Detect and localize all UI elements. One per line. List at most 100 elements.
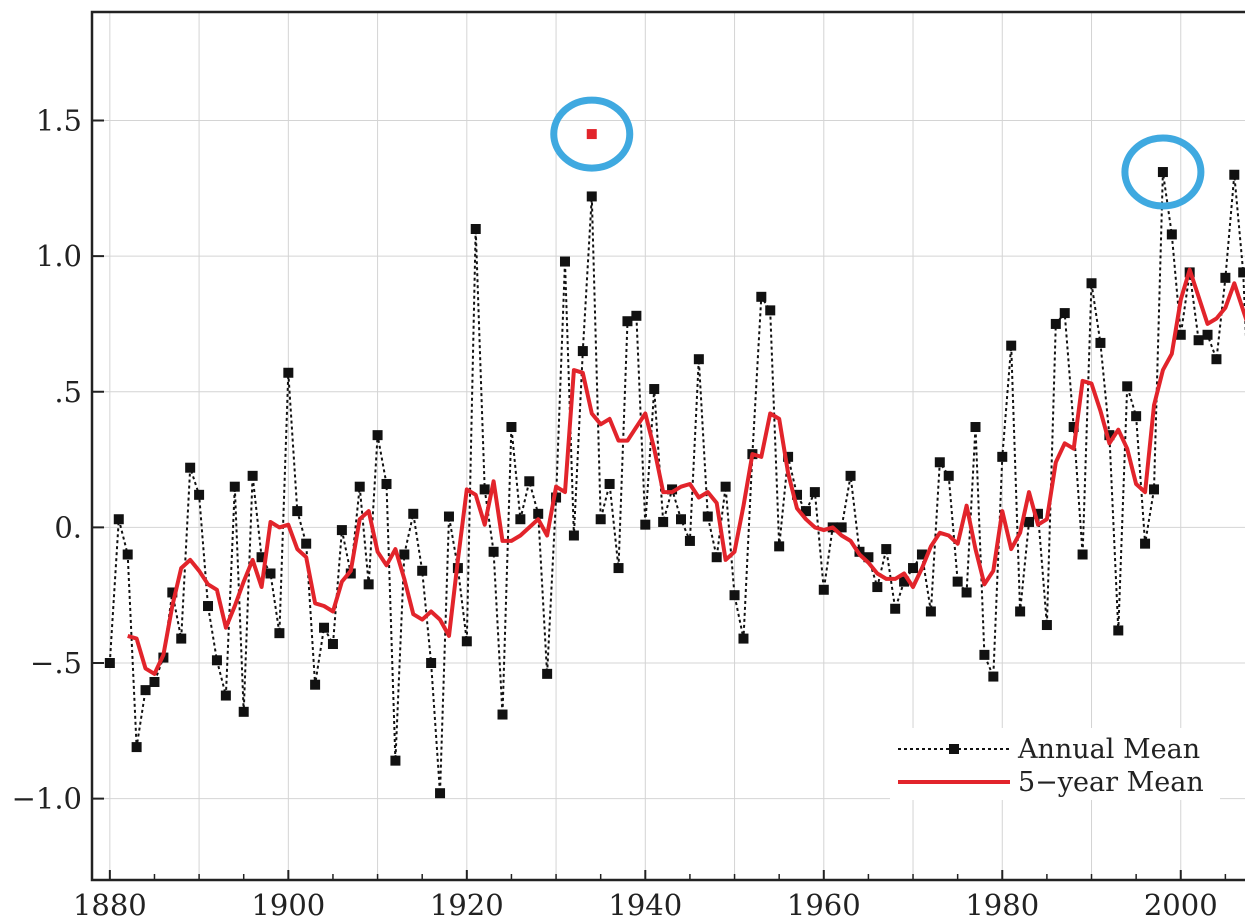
annual-mean-point bbox=[809, 487, 820, 498]
annual-mean-point bbox=[631, 310, 642, 321]
annual-mean-point bbox=[113, 514, 124, 525]
annual-mean-point bbox=[515, 514, 526, 525]
annual-mean-point bbox=[872, 582, 883, 593]
annual-mean-point bbox=[319, 622, 330, 633]
legend-five-year-label: 5−year Mean bbox=[1018, 767, 1204, 798]
annual-mean-point bbox=[435, 788, 446, 799]
annual-mean-point bbox=[979, 649, 990, 660]
annual-mean-point bbox=[292, 506, 303, 517]
five-year-mean-line bbox=[127, 267, 1245, 676]
annual-mean-point bbox=[577, 346, 588, 357]
annual-mean-point bbox=[863, 552, 874, 563]
annual-mean-point bbox=[417, 565, 428, 576]
annual-mean-point bbox=[426, 658, 437, 668]
annual-mean-point bbox=[1113, 625, 1124, 636]
annual-mean-point bbox=[524, 476, 535, 487]
annual-mean-line bbox=[108, 171, 1245, 794]
annual-mean-point bbox=[970, 422, 981, 433]
annual-mean-point bbox=[1131, 411, 1142, 422]
annual-mean-point bbox=[1166, 229, 1177, 240]
axis-ticks: 1880 1900 1920 1940 1960 1980 2000 1.5 1.0 .5 0. −.… bbox=[12, 104, 1227, 921]
annual-mean-point bbox=[693, 354, 704, 365]
annual-mean-point bbox=[1032, 508, 1043, 519]
annual-mean-point bbox=[238, 706, 249, 717]
annual-mean-point bbox=[676, 514, 686, 525]
annual-mean-point bbox=[586, 191, 597, 202]
annual-mean-point bbox=[613, 563, 624, 574]
x-tick-label: 2000 bbox=[1144, 888, 1218, 921]
annual-mean-point bbox=[925, 606, 936, 617]
annual-mean-point bbox=[934, 457, 945, 468]
annual-mean-point bbox=[667, 484, 678, 495]
annual-mean-point bbox=[408, 508, 419, 519]
annual-mean-point bbox=[461, 636, 472, 647]
annual-mean-point bbox=[1095, 337, 1106, 348]
annual-mean-point bbox=[943, 470, 954, 481]
annual-mean-point bbox=[792, 489, 803, 500]
annual-mean-point bbox=[194, 489, 205, 500]
annual-mean-point bbox=[131, 742, 142, 753]
annual-mean-point bbox=[256, 552, 267, 563]
annual-mean-point bbox=[1157, 167, 1168, 178]
annual-mean-point bbox=[640, 519, 651, 530]
annual-mean-point bbox=[229, 481, 240, 492]
annual-mean-point bbox=[542, 668, 553, 679]
annual-mean-point bbox=[559, 256, 570, 267]
x-tick-label: 1940 bbox=[608, 888, 682, 921]
annual-mean-point bbox=[149, 676, 160, 687]
annual-mean-point bbox=[774, 541, 785, 552]
annual-mean-point bbox=[211, 655, 222, 666]
annual-mean-point bbox=[140, 685, 151, 696]
y-tick-label: 0. bbox=[54, 510, 82, 544]
annual-mean-point bbox=[952, 576, 963, 587]
annual-mean-point bbox=[265, 568, 276, 579]
annual-mean-point bbox=[327, 639, 338, 650]
annual-mean-point bbox=[1104, 430, 1115, 441]
annual-mean-point bbox=[381, 478, 392, 489]
annual-mean-point bbox=[604, 478, 615, 489]
y-tick-label: 1.5 bbox=[36, 104, 82, 138]
annual-mean-point bbox=[1041, 620, 1052, 631]
annual-mean-point bbox=[711, 552, 722, 563]
annual-mean-point bbox=[908, 563, 919, 574]
annual-mean-point bbox=[167, 587, 178, 598]
annual-mean-point bbox=[354, 481, 365, 492]
highlight-red-point bbox=[586, 129, 597, 140]
annual-mean-point bbox=[756, 291, 767, 302]
annual-mean-point bbox=[881, 544, 892, 555]
annual-mean-point bbox=[1220, 272, 1231, 283]
annual-mean-point bbox=[568, 530, 579, 541]
annual-mean-point bbox=[1024, 516, 1035, 527]
annual-mean-point bbox=[310, 679, 321, 690]
x-tick-label: 1980 bbox=[965, 888, 1039, 921]
annual-mean-point bbox=[899, 576, 910, 587]
annual-mean-point bbox=[283, 367, 294, 378]
annual-mean-point bbox=[1175, 329, 1186, 340]
annual-mean-point bbox=[1059, 308, 1070, 319]
annual-mean-point bbox=[818, 584, 829, 595]
annual-mean-point bbox=[1193, 335, 1204, 346]
annual-mean-point bbox=[1015, 606, 1026, 617]
annual-mean-point bbox=[845, 470, 856, 481]
annual-mean-point bbox=[997, 451, 1008, 462]
annual-mean-point bbox=[1086, 278, 1097, 289]
y-tick-label: 1.0 bbox=[36, 239, 82, 273]
annual-mean-point bbox=[443, 511, 454, 522]
annual-mean-point bbox=[122, 549, 133, 560]
highlight-circles bbox=[550, 96, 1205, 210]
annual-mean-point bbox=[765, 305, 776, 316]
annual-mean-point bbox=[176, 633, 187, 644]
y-tick-label: −.5 bbox=[30, 646, 82, 680]
annual-mean-point bbox=[916, 549, 927, 560]
annual-mean-point bbox=[658, 516, 669, 527]
annual-mean-point bbox=[1229, 169, 1240, 180]
annual-mean-point bbox=[684, 535, 695, 546]
legend: Annual Mean 5−year Mean bbox=[890, 728, 1220, 800]
annual-mean-point bbox=[220, 690, 231, 701]
annual-mean-point bbox=[1148, 484, 1159, 495]
plot-frame bbox=[90, 10, 1245, 882]
annual-mean-point bbox=[836, 522, 847, 533]
x-tick-label: 1880 bbox=[73, 888, 147, 921]
annual-mean-point bbox=[479, 484, 490, 495]
